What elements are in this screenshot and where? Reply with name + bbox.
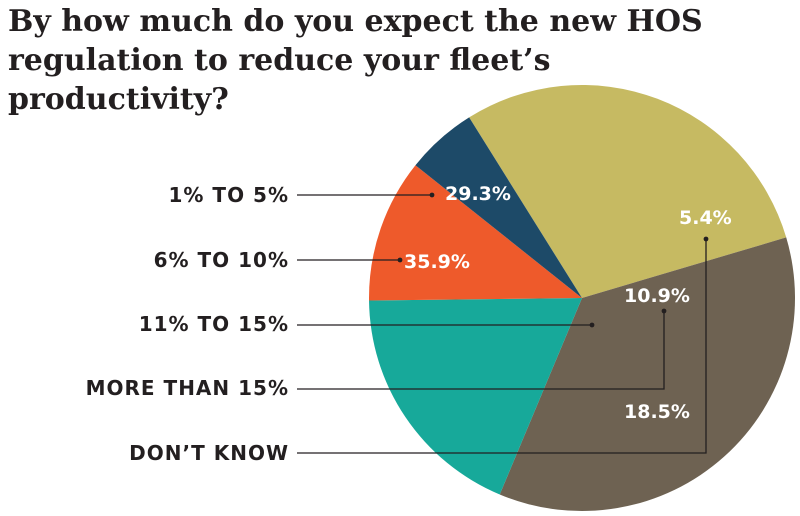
category-label-1-to-5: 1% TO 5% [169, 183, 289, 207]
pie-slice-don-t-know [415, 117, 582, 299]
category-label-11-to-15: 11% TO 15% [139, 312, 289, 336]
leader-line-6-to-10-dot [397, 257, 403, 263]
value-label-11-to-15: 18.5% [624, 401, 690, 423]
value-label-more-than-15: 10.9% [624, 285, 690, 307]
pie-slice-11-to-15 [369, 298, 582, 495]
category-label-more-than-15: MORE THAN 15% [86, 376, 289, 400]
category-label-dont-know: DON’T KNOW [129, 441, 289, 465]
leader-line-dont-know-dot [703, 236, 709, 242]
leader-line-more-than-15 [297, 311, 665, 390]
leader-line-11-to-15-dot [589, 322, 595, 328]
value-label-1-to-5: 29.3% [445, 183, 511, 205]
category-labels: 1% TO 5% 6% TO 10% 11% TO 15% MORE THAN … [86, 183, 289, 465]
value-label-dont-know: 5.4% [679, 207, 732, 229]
leader-line-1-to-5-dot [429, 192, 435, 198]
category-label-6-to-10: 6% TO 10% [154, 248, 289, 272]
leader-lines [297, 192, 709, 454]
value-label-6-to-10: 35.9% [404, 251, 470, 273]
leader-line-more-than-15-dot [661, 308, 667, 314]
pie-slice-6-to-10 [499, 237, 796, 512]
pie-slice-more-than-15 [369, 165, 582, 301]
pie-slices [369, 85, 796, 512]
leader-line-dont-know [297, 239, 707, 454]
chart-title: By how much do you expect the new HOS re… [8, 4, 703, 117]
value-labels: 29.3% 35.9% 18.5% 10.9% 5.4% [404, 183, 732, 423]
pie-slice-1-to-5 [469, 85, 787, 298]
